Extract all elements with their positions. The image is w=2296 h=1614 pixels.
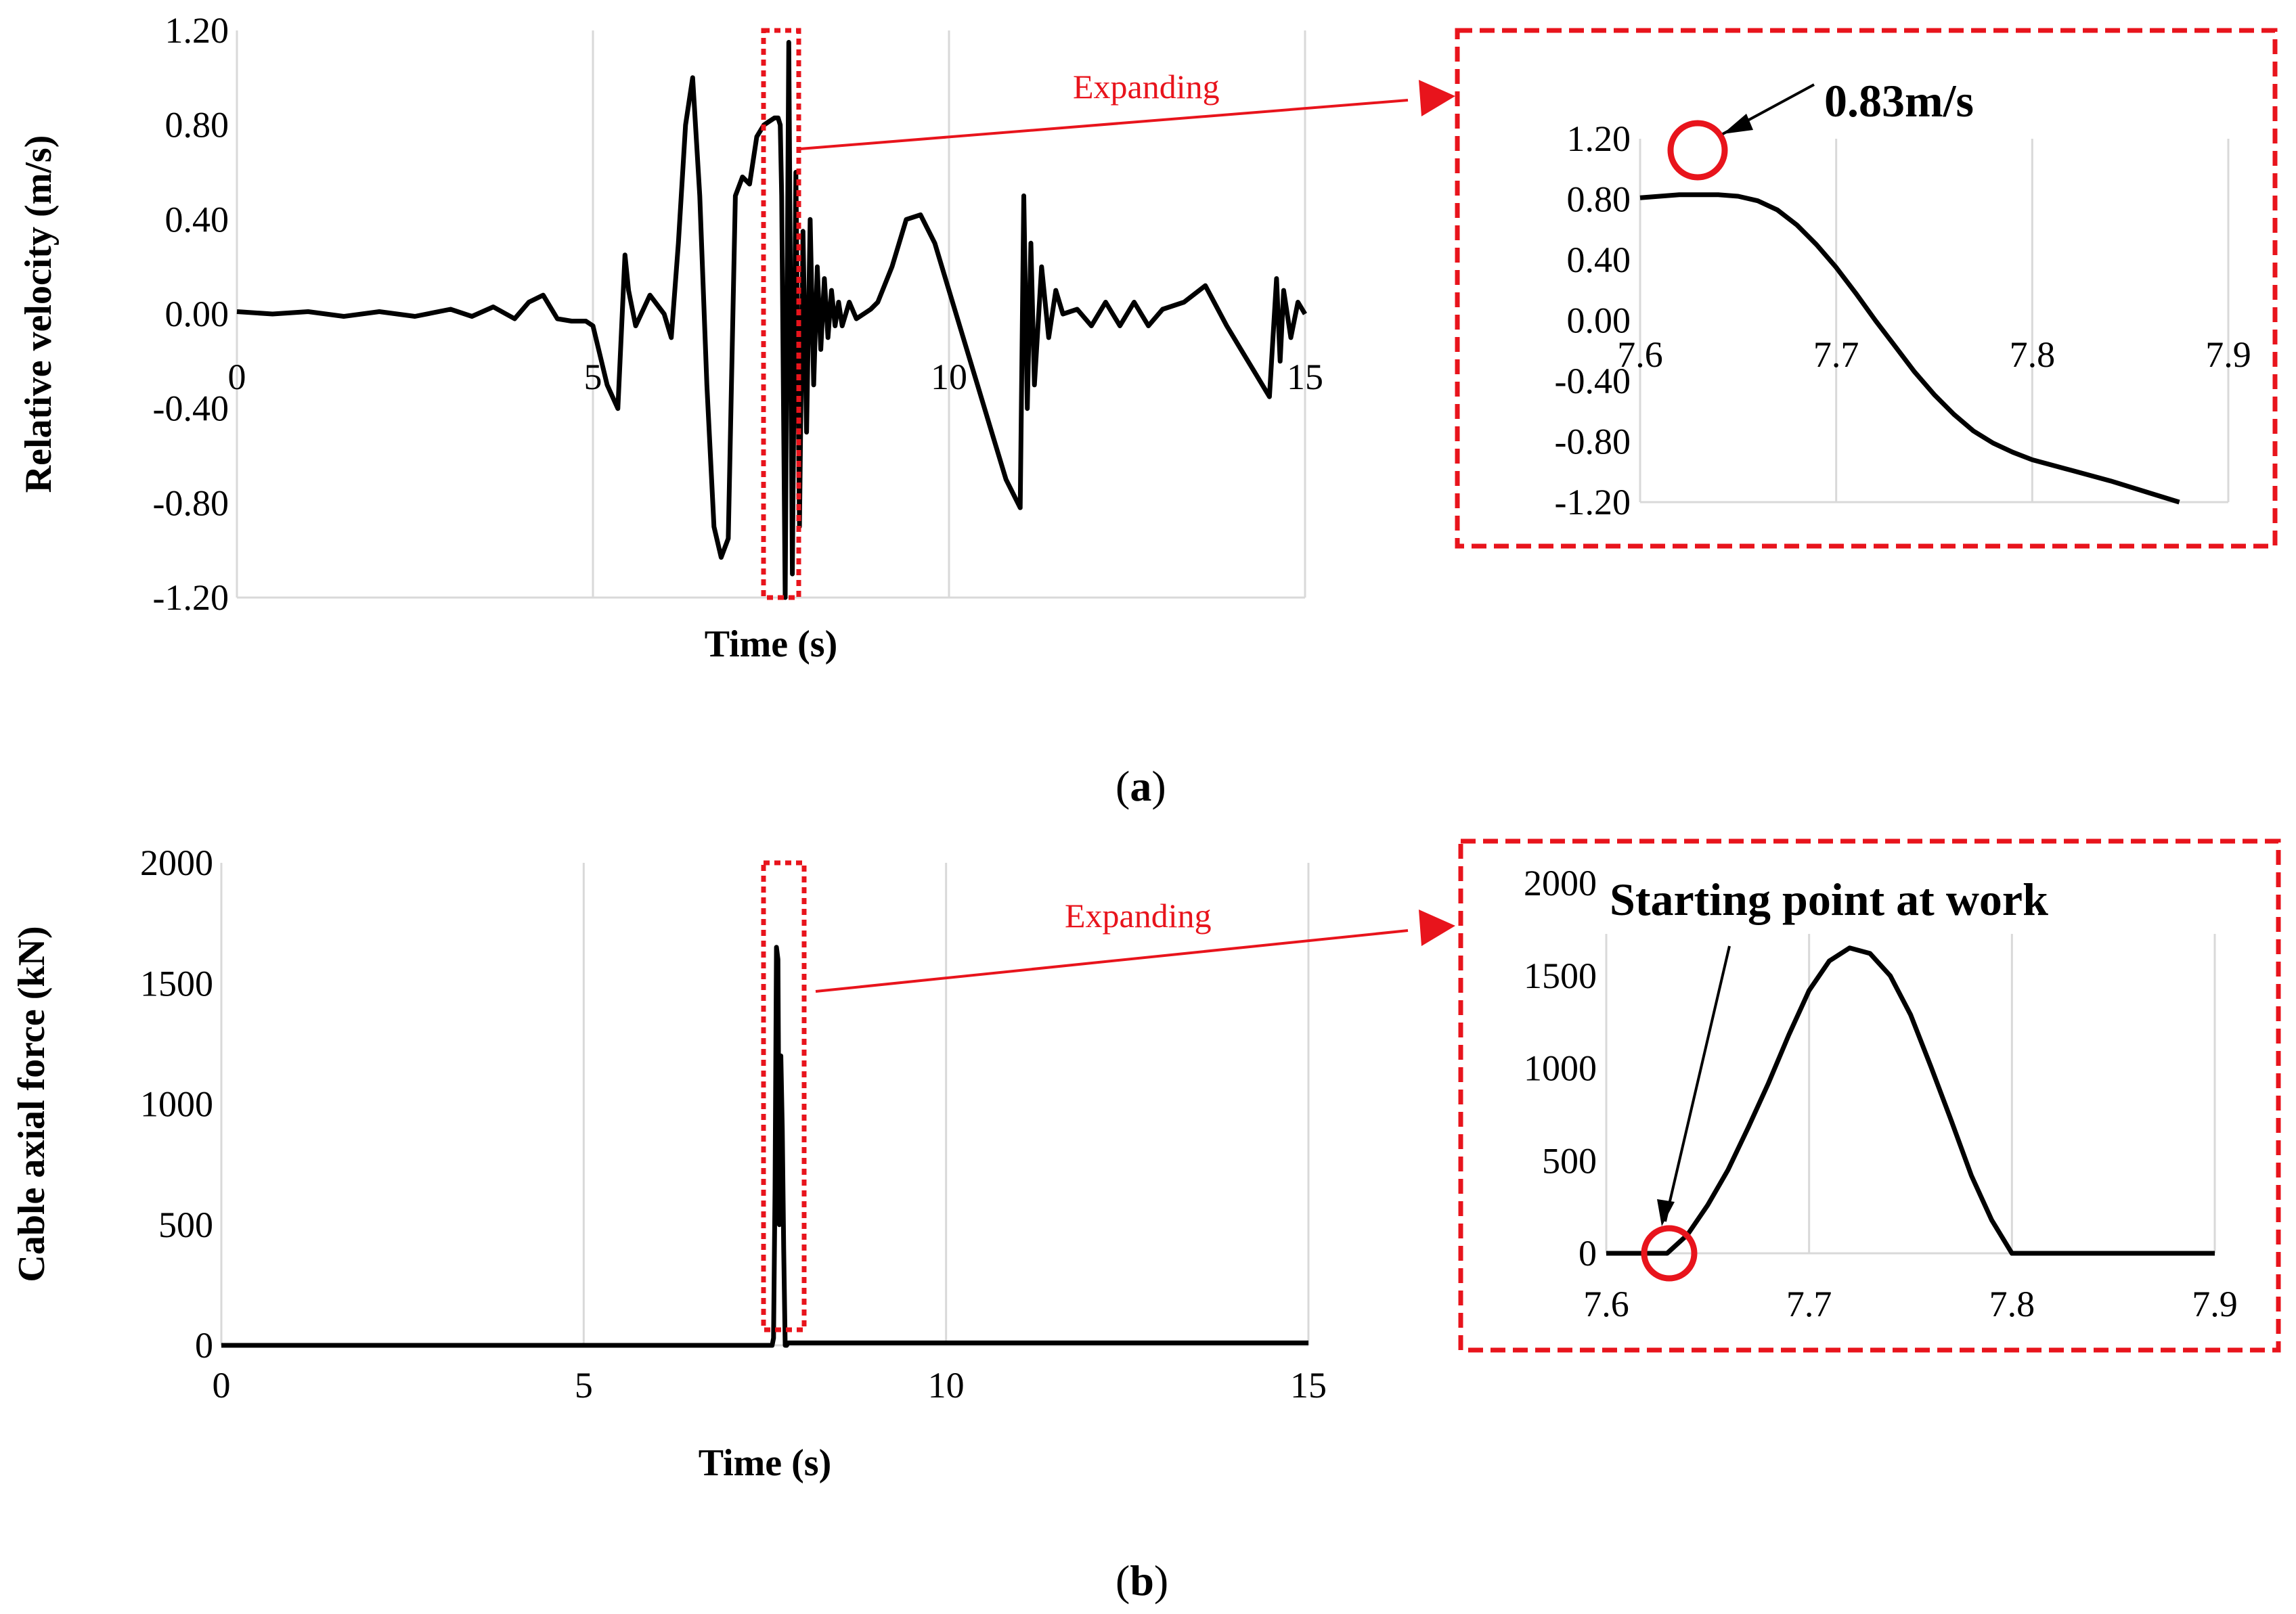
series-line	[1606, 945, 2215, 1256]
series-line	[221, 945, 1308, 1348]
start-arrowhead	[1657, 1199, 1675, 1226]
y-tick-label: 0	[1578, 1233, 1597, 1274]
chart-a-main: 1.20 0.80 0.40 0.00 -0.40 -0.80 -1.20 0 5 10 15 Tim…	[18, 10, 1323, 665]
y-axis-title: Cable axial force (kN)	[11, 926, 53, 1282]
x-tick-label: 7.6	[1583, 1284, 1629, 1324]
x-tick-label: 0	[228, 357, 246, 397]
x-tick-label: 7.9	[2192, 1284, 2238, 1324]
x-tick-label: 10	[928, 1365, 965, 1406]
x-tick-label: 7.6	[1617, 334, 1663, 375]
zoom-frame-a	[1455, 28, 2278, 549]
y-tick-label: 1000	[140, 1084, 213, 1125]
y-tick-label: -1.20	[1555, 482, 1631, 522]
peak-arrowhead	[1723, 114, 1753, 134]
y-tick-label: 0.80	[1567, 179, 1631, 220]
series-line	[236, 40, 1308, 600]
y-tick-label: 2000	[1524, 863, 1597, 903]
peak-circle	[1667, 120, 1728, 181]
caption-a-letter: a	[1130, 762, 1151, 810]
y-tick-label: 0.00	[1567, 300, 1631, 341]
peak-label: 0.83m/s	[1824, 75, 1974, 127]
x-axis-title: Time (s)	[705, 623, 838, 665]
y-tick-label: 0.00	[165, 294, 229, 334]
expanding-arrow-b	[815, 929, 1409, 993]
y-tick-label: -0.40	[153, 388, 229, 429]
expanding-region-a	[761, 28, 801, 600]
chart-a-zoom: 1.20 0.80 0.40 0.00 -0.40 -0.80 -1.20 7.6 7.7 7.8…	[1555, 118, 2251, 522]
start-circle	[1641, 1225, 1698, 1282]
y-tick-label: 2000	[140, 843, 213, 883]
x-tick-label: 15	[1290, 1365, 1327, 1406]
zoom-frame-b	[1458, 838, 2281, 1353]
caption-a-close: )	[1151, 762, 1166, 810]
x-tick-label: 7.8	[1989, 1284, 2035, 1324]
x-tick-label: 0	[213, 1365, 231, 1406]
y-tick-label: -0.40	[1555, 361, 1631, 401]
x-tick-label: 7.7	[1813, 334, 1859, 375]
expanding-label-a: Expanding	[1073, 68, 1220, 106]
start-label: Starting point at work	[1610, 874, 2048, 925]
x-tick-label: 7.9	[2205, 334, 2251, 375]
y-tick-label: 500	[1542, 1140, 1597, 1181]
y-tick-label: 0.40	[1567, 240, 1631, 280]
expanding-arrowhead-b	[1419, 910, 1455, 946]
x-tick-label: 5	[575, 1365, 593, 1406]
caption-b-open: (	[1116, 1556, 1130, 1605]
y-tick-label: 1500	[140, 963, 213, 1004]
series-line	[1639, 192, 2180, 505]
y-tick-label: 500	[158, 1205, 213, 1245]
caption-b-close: )	[1154, 1556, 1168, 1605]
y-tick-label: -0.80	[153, 483, 229, 523]
x-tick-label: 7.7	[1786, 1284, 1832, 1324]
caption-b: (b)	[1116, 1556, 1168, 1605]
start-label-bg	[1604, 870, 2227, 934]
expanding-arrow-a	[799, 99, 1409, 150]
start-arrow	[1664, 945, 1731, 1222]
y-tick-label: -1.20	[153, 577, 229, 618]
caption-a: (a)	[1116, 762, 1166, 810]
caption-b-letter: b	[1130, 1556, 1154, 1605]
y-tick-label: 0.80	[165, 105, 229, 145]
y-tick-label: 1000	[1524, 1048, 1597, 1089]
y-axis-title: Relative velocity (m/s)	[18, 135, 60, 493]
y-tick-label: 0.40	[165, 199, 229, 240]
y-tick-label: 0	[195, 1325, 213, 1366]
x-tick-label: 10	[931, 357, 967, 397]
caption-a-open: (	[1116, 762, 1130, 810]
x-axis-title: Time (s)	[699, 1442, 832, 1484]
chart-b-main: 2000 1500 1000 500 00 5 10 15 Time (s) Cable axia…	[11, 843, 1327, 1484]
y-tick-label: 1.20	[165, 10, 229, 51]
x-tick-label: 7.8	[2010, 334, 2056, 375]
y-tick-label: 1500	[1524, 956, 1597, 996]
x-tick-label: 15	[1287, 357, 1323, 397]
expanding-region-b	[761, 860, 807, 1332]
x-tick-label: 5	[584, 357, 602, 397]
y-tick-label: 1.20	[1567, 118, 1631, 159]
expanding-arrowhead-a	[1419, 80, 1455, 116]
expanding-label-b: Expanding	[1065, 897, 1212, 935]
chart-b-zoom: 2000 1500 1000 500 0 7.6 7.7 7.8 7.9	[1524, 863, 2238, 1324]
y-tick-label: -0.80	[1555, 422, 1631, 462]
